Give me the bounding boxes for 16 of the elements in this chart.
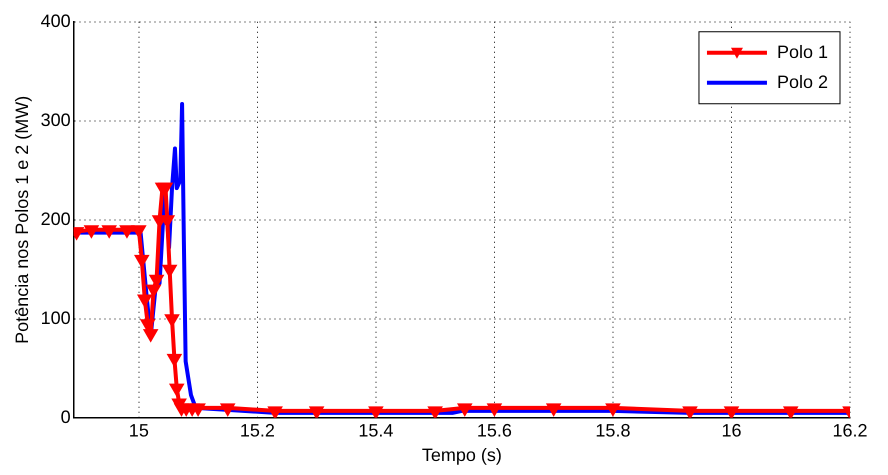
y-tick-label: 300 — [40, 110, 71, 130]
legend-label: Polo 1 — [776, 42, 828, 62]
x-tick-label: 15 — [128, 420, 149, 441]
y-tick-label: 200 — [40, 208, 71, 229]
x-tick-label: 15.6 — [476, 420, 512, 441]
x-axis-title: Tempo (s) — [422, 445, 502, 466]
y-tick-label: 100 — [40, 308, 71, 328]
x-tick-label: 16.2 — [832, 420, 868, 441]
x-tick-label: 15.8 — [595, 420, 630, 441]
y-tick-label: 0 — [60, 406, 71, 427]
x-tick-label: 16 — [721, 420, 742, 441]
x-tick-label: 15.2 — [240, 420, 275, 441]
y-axis-title: Potência nos Polos 1 e 2 (MW) — [12, 96, 32, 344]
x-tick-label: 15.4 — [358, 420, 394, 441]
legend-label: Polo 2 — [776, 72, 828, 92]
y-tick-label: 400 — [40, 10, 71, 31]
